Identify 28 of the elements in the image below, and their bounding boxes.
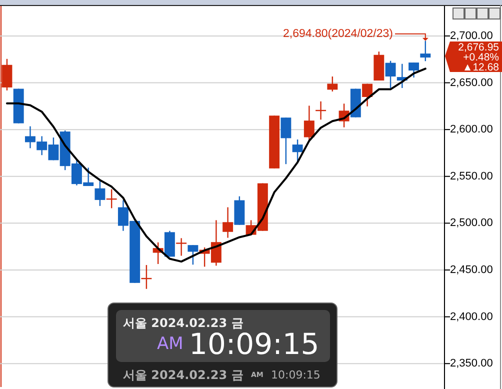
candlestick (188, 244, 198, 266)
y-tick-label: 2,550.00 (450, 170, 493, 182)
y-tick-label: 2,650.00 (450, 76, 493, 89)
annotation: AM (157, 334, 184, 354)
candlestick (304, 105, 314, 142)
candlestick (327, 76, 338, 92)
candlestick (280, 116, 292, 165)
annotation: 2,694.80(2024/02/23) (283, 28, 394, 40)
candlestick (385, 60, 396, 89)
y-tick-label: 2,350.00 (450, 358, 493, 370)
text: ▲12.68 (462, 62, 500, 74)
candlestick (176, 238, 187, 256)
candlestick (408, 62, 420, 78)
annotation: 서울 2024.02.23 금 (123, 316, 244, 330)
text: 2,676.95 (458, 42, 500, 54)
line-series (6, 68, 426, 263)
annotation: 서울 2024.02.23 금 (123, 368, 244, 382)
annotation: 10:09:15 (271, 368, 320, 382)
y-tick-label: 2,700.00 (450, 30, 493, 42)
text: +0.48% (463, 52, 499, 64)
candlestick (94, 180, 106, 207)
candlestick (222, 206, 234, 238)
candlestick (2, 58, 12, 92)
y-tick-label: 2,450.00 (450, 264, 493, 276)
y-tick-label: 2,500.00 (450, 217, 493, 230)
y-tick-label: 2,400.00 (450, 310, 493, 323)
candlestick (362, 83, 373, 107)
y-tick-label: 2,600.00 (450, 124, 493, 136)
